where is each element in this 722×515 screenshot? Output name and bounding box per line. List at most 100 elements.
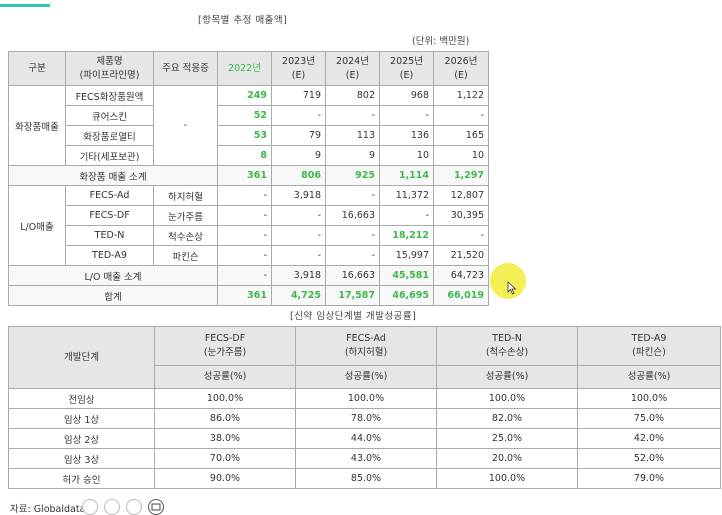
value-cell: 361 <box>217 285 272 306</box>
stage-label: 허가 승인 <box>8 468 155 489</box>
value-cell: 361 <box>217 165 272 186</box>
value-cell: 113 <box>325 125 380 146</box>
rate-cell: 79.0% <box>577 468 721 489</box>
rate-cell: 43.0% <box>295 448 437 469</box>
rate-cell: 100.0% <box>154 388 296 409</box>
rate-cell: 52.0% <box>577 448 721 469</box>
table-row: TED-N 척수손상 - - -18,212- <box>9 225 489 246</box>
col-header: 2025년(E) <box>379 51 434 86</box>
total-row: 합계 361 4,725 17,587 46,695 66,019 <box>8 285 489 306</box>
product-indication: (눈가주름) <box>203 347 247 358</box>
col-header-2022: 2022년 <box>217 51 272 86</box>
caption-icon[interactable] <box>148 499 164 515</box>
value-cell: 12,807 <box>433 185 489 206</box>
stage-label: 임상 2상 <box>8 428 155 449</box>
stage-label: 임상 1상 <box>8 408 155 429</box>
table-row: TED-A9 파킨슨 - - -15,997 21,520 <box>9 245 489 266</box>
value-cell: - <box>271 245 326 266</box>
rate-cell: 90.0% <box>154 468 296 489</box>
value-cell: 30,395 <box>433 205 489 226</box>
col-header: 제품명 (파이프라인명) <box>65 51 154 86</box>
value-cell: - <box>325 105 380 126</box>
value-cell: - <box>433 225 489 246</box>
value-cell: 802 <box>325 85 380 106</box>
value-cell: 249 <box>217 85 272 106</box>
accent-line <box>0 4 50 7</box>
rate-cell: 85.0% <box>295 468 437 489</box>
subtotal-label: L/O 매출 소계 <box>8 265 218 286</box>
value-cell: - <box>379 105 434 126</box>
subtotal-row: 화장품 매출 소계 361 806 925 1,114 1,297 <box>8 165 489 186</box>
value-cell: 64,723 <box>433 265 489 286</box>
col-header: 구분 <box>8 51 66 86</box>
table-row: 화장품로열티 53 79 113 136 165 <box>9 125 489 146</box>
rate-cell: 100.0% <box>295 388 437 409</box>
rate-cell: 70.0% <box>154 448 296 469</box>
value-cell: - <box>217 205 272 226</box>
rate-cell: 86.0% <box>154 408 296 429</box>
rate-header-row: 성공률(%) 성공률(%) 성공률(%) 성공률(%) <box>9 365 721 389</box>
value-cell: 9 <box>325 145 380 166</box>
rate-cell: 100.0% <box>436 468 578 489</box>
stage-label: 임상 3상 <box>8 448 155 469</box>
value-cell: 968 <box>379 85 434 106</box>
circle-button-icon[interactable] <box>104 499 120 515</box>
value-cell: 18,212 <box>379 225 434 246</box>
indication: 눈가주름 <box>153 205 218 226</box>
rate-cell: 78.0% <box>295 408 437 429</box>
product-name: FECS화장품원액 <box>65 85 154 106</box>
value-cell: - <box>379 205 434 226</box>
success-table-header: 개발단계 FECS-DF (눈가주름) FECS-Ad (하지허혈) TED-N (척수손상… <box>8 326 721 389</box>
table-row: 허가 승인 90.0% 85.0% 100.0% 79.0% <box>8 468 721 489</box>
rate-header: 성공률(%) <box>295 365 437 389</box>
value-cell: - <box>217 225 272 246</box>
product-name: FECS-Ad <box>65 185 154 206</box>
value-cell: - <box>325 185 380 206</box>
table-row: FECS-DF 눈가주름 - -16,663-30,395 <box>9 205 489 226</box>
indication: 하지허혈 <box>153 185 218 206</box>
table-row: 기타(세포보관) 8 9 9 10 10 <box>9 145 489 166</box>
product-name: TED-A9 <box>65 245 154 266</box>
sales-table: 구분 제품명 (파이프라인명) 주요 적응증 2022년 2023년(E) 202… <box>8 51 489 306</box>
value-cell: 10 <box>379 145 434 166</box>
table-row: 큐어스킨 52- - - - <box>9 105 489 126</box>
value-cell: - <box>271 105 326 126</box>
value-cell: - <box>325 245 380 266</box>
value-cell: 66,019 <box>433 285 489 306</box>
total-label: 합계 <box>8 285 218 306</box>
product-header: FECS-DF (눈가주름) <box>154 326 296 366</box>
table-row: 임상 1상 86.0% 78.0% 82.0% 75.0% <box>8 408 721 429</box>
table-row: 전임상 100.0% 100.0% 100.0% 100.0% <box>8 388 721 409</box>
product-name: 기타(세포보관) <box>65 145 154 166</box>
value-cell: 16,663 <box>325 205 380 226</box>
value-cell: 719 <box>271 85 326 106</box>
value-cell: - <box>271 225 326 246</box>
value-cell: 46,695 <box>379 285 434 306</box>
value-cell: 1,114 <box>379 165 434 186</box>
success-rate-table: 개발단계 FECS-DF (눈가주름) FECS-Ad (하지허혈) TED-N (척수손상… <box>8 326 721 489</box>
product-name: TED-N <box>65 225 154 246</box>
value-cell: 925 <box>325 165 380 186</box>
indication: - <box>153 85 218 166</box>
value-cell: 21,520 <box>433 245 489 266</box>
sales-table-unit: (단위: 백만원) <box>412 36 470 47</box>
value-cell: 17,587 <box>325 285 380 306</box>
rate-cell: 38.0% <box>154 428 296 449</box>
mouse-pointer-icon <box>507 281 517 295</box>
value-cell: - <box>217 265 272 286</box>
sales-table-title: [항목별 추정 매출액] <box>198 15 288 26</box>
value-cell: 15,997 <box>379 245 434 266</box>
product-indication: (파킨슨) <box>632 347 666 358</box>
value-cell: 16,663 <box>325 265 380 286</box>
rate-header: 성공률(%) <box>436 365 578 389</box>
circle-button-icon[interactable] <box>126 499 142 515</box>
value-cell: 1,122 <box>433 85 489 106</box>
product-indication: (하지허혈) <box>344 347 388 358</box>
rate-header: 성공률(%) <box>154 365 296 389</box>
product-header: FECS-Ad (하지허혈) <box>295 326 437 366</box>
product-header: TED-A9 (파킨슨) <box>577 326 721 366</box>
circle-button-icon[interactable] <box>82 499 98 515</box>
subtotal-row: L/O 매출 소계 -3,918 16,663 45,581 64,723 <box>8 265 489 286</box>
table-row: 화장품매출 FECS화장품원액 -249 719 802 968 1,122 <box>8 85 489 166</box>
value-cell: 136 <box>379 125 434 146</box>
